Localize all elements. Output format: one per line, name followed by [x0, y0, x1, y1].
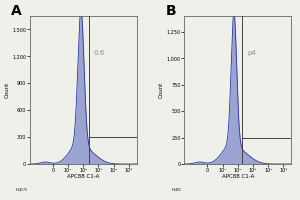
Text: B: B — [165, 4, 176, 18]
Text: A: A — [11, 4, 22, 18]
Text: 0.6: 0.6 — [94, 50, 105, 56]
Text: H2$_{170}$: H2$_{170}$ — [15, 186, 28, 194]
X-axis label: APC88 C1-A: APC88 C1-A — [67, 174, 100, 179]
Y-axis label: Count: Count — [4, 82, 9, 98]
Text: H2$_{02}$: H2$_{02}$ — [171, 186, 182, 194]
X-axis label: APC88 C1-A: APC88 C1-A — [221, 174, 254, 179]
Y-axis label: Count: Count — [159, 82, 164, 98]
Text: p4: p4 — [248, 50, 256, 56]
